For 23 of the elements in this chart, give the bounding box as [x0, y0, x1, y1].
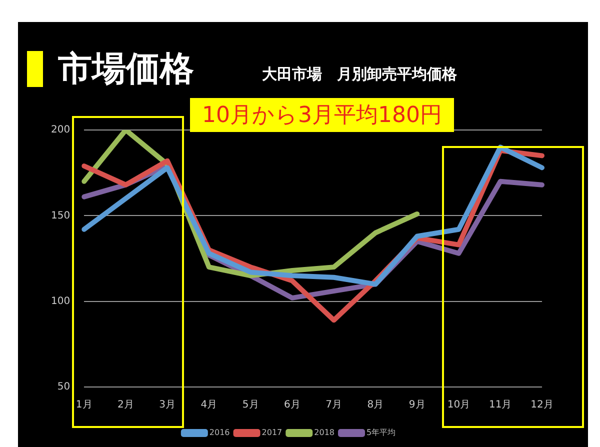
- y-tick-label: 150: [50, 210, 70, 222]
- legend-label: 2017: [262, 428, 282, 438]
- x-tick-label: 4月: [200, 400, 218, 411]
- x-tick-label: 7月: [326, 400, 342, 411]
- x-tick-label: 5月: [242, 400, 259, 411]
- x-tick-label: 9月: [408, 400, 426, 411]
- x-tick-label: 3月: [159, 400, 176, 411]
- chart-title: 市場価格: [58, 48, 194, 91]
- x-tick-label: 11月: [489, 400, 512, 411]
- chart-subtitle: 大田市場 月別卸売平均価格: [262, 65, 457, 84]
- y-tick-label: 50: [57, 382, 70, 393]
- x-tick-label: 1月: [76, 400, 92, 411]
- x-tick-label: 2月: [118, 400, 134, 411]
- legend-label: 5年平均: [366, 428, 396, 438]
- x-tick-label: 6月: [284, 400, 300, 411]
- text: 10月から3月平均180円: [190, 98, 454, 132]
- y-tick-label: 100: [50, 296, 70, 307]
- x-tick-label: 10月: [447, 400, 470, 411]
- legend-label: 2018: [314, 428, 334, 438]
- x-tick-label: 8月: [367, 400, 384, 411]
- x-tick-label: 12月: [530, 400, 554, 411]
- legend-label: 2016: [209, 428, 230, 438]
- y-tick-label: 200: [50, 124, 70, 136]
